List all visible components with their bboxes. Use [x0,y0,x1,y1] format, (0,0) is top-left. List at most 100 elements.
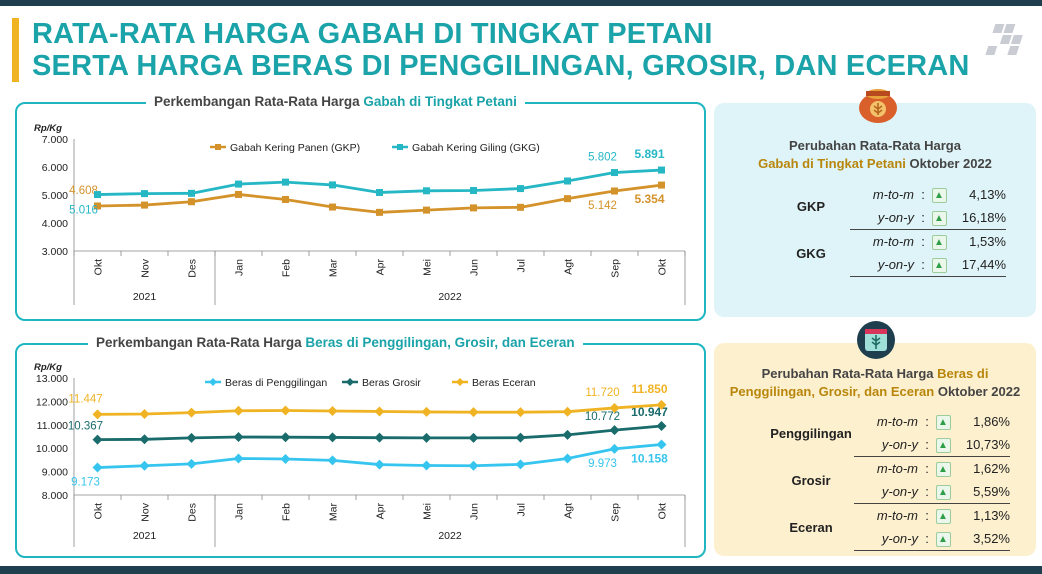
gkg-yony-value: 17,44% [950,253,1006,277]
data-point [562,453,573,464]
data-point [141,201,148,209]
beras-change-table: Penggilingan m-to-m : ▲ 1,86% y-on-y : ▲… [768,410,1010,551]
data-point [186,407,197,418]
gkp-yony-value: 16,18% [950,206,1006,230]
up-arrow-icon: ▲ [935,509,951,524]
data-label: 9.973 [588,458,617,470]
x-tick-label: Mei [422,259,434,276]
x-tick-label: Mar [328,259,340,278]
gabah-price-chart: Rp/Kg7.000 6.000 5.000 4.000 3.000 Okt Nov Des J… [34,123,686,305]
x-tick-label: Jun [469,503,481,520]
data-point [609,425,620,436]
data-point [562,429,573,440]
eceran-mtom-value: 1,13% [973,508,1010,523]
data-point [421,406,432,417]
x-tick-label: Feb [281,503,293,521]
y-tick-label: 10.000 [36,443,68,455]
eceran-label: Eceran [789,519,833,535]
y-axis-title: Rp/Kg [34,362,62,373]
up-arrow-icon: ▲ [931,235,947,250]
data-point [562,406,573,417]
data-point [517,203,524,211]
data-point [564,195,571,203]
x-tick-label: Mei [422,503,434,520]
data-point [327,405,338,416]
data-label: 11.850 [631,382,667,396]
gabah-change-title: Perubahan Rata-Rata Harga Gabah di Tingk… [714,137,1036,173]
data-point [329,181,336,189]
data-point [611,187,618,195]
legend-label: Gabah Kering Giling (GKG) [412,142,540,154]
data-point [235,190,242,198]
x-tick-label: Jun [469,259,481,276]
x-tick-label: Sep [610,259,622,278]
colon: : [921,234,925,249]
x-tick-label: Okt [657,503,669,519]
data-label: 4.608 [69,185,98,197]
data-point [92,434,103,445]
year-label-2021: 2021 [133,530,157,542]
data-label: 10.367 [68,421,103,433]
beras-change-box: Perubahan Rata-Rata Harga Beras di Pengg… [714,343,1036,556]
data-point [423,187,430,195]
y-tick-label: 7.000 [42,134,68,146]
data-point [374,459,385,470]
legend-marker [346,378,354,386]
up-arrow-icon: ▲ [935,462,951,477]
data-point [468,432,479,443]
grosir-mtom-value: 1,62% [973,461,1010,476]
bottom-frame-bar [0,566,1042,574]
year-label-2021: 2021 [133,291,157,303]
data-point [141,190,148,198]
data-point [421,460,432,471]
data-point [282,178,289,186]
y-tick-label: 8.000 [42,490,68,502]
colon: : [922,433,932,457]
data-point [94,202,101,210]
gkg-mtom-value: 1,53% [969,234,1006,249]
x-tick-label: Jul [516,259,528,272]
x-tick-label: Nov [140,502,152,521]
data-point [233,431,244,442]
data-point [376,188,383,196]
data-point [374,406,385,417]
gabah-change-title-line1: Perubahan Rata-Rata Harga [789,138,961,153]
y-tick-label: 13.000 [36,373,68,385]
data-label: 10.772 [585,411,620,423]
x-tick-label: Okt [93,503,105,519]
data-label: 11.720 [585,387,619,399]
data-point [92,462,103,473]
beras-change-title-suffix: Oktober 2022 [934,384,1021,399]
gabah-panel-label: Perkembangan Rata-Rata Harga Gabah di Ti… [146,94,525,109]
penggilingan-yony-value: 10,73% [954,433,1010,457]
data-point [186,432,197,443]
legend-label: Beras Grosir [362,377,421,389]
beras-change-title-prefix: Perubahan Rata-Rata Harga [761,366,938,381]
x-tick-label: Jul [516,503,528,516]
penggilingan-mtom-label: m-to-m [876,414,918,429]
data-point [515,459,526,470]
data-point [515,432,526,443]
colon: : [925,461,929,476]
legend-marker [456,378,464,386]
up-arrow-icon: ▲ [931,211,947,226]
data-point [564,177,571,185]
data-point [656,399,667,410]
page-title-line-2: SERTA HARGA BERAS DI PENGGILINGAN, GROSI… [32,50,970,82]
data-point [421,432,432,443]
grosir-mtom-label: m-to-m [876,461,918,476]
data-point [468,407,479,418]
x-tick-label: Okt [93,259,105,275]
data-point [94,191,101,199]
data-point [423,206,430,214]
colon: : [918,206,928,230]
legend-marker [397,144,403,150]
beras-chart-panel [15,343,706,558]
beras-panel-label-prefix: Perkembangan Rata-Rata Harga [96,335,306,350]
data-point [186,458,197,469]
grosir-yony-label: y-on-y [854,480,922,504]
legend-marker [209,378,217,386]
title-accent-bar [12,18,19,82]
beras-change-title: Perubahan Rata-Rata Harga Beras di Pengg… [714,365,1036,401]
legend-marker [215,144,221,150]
